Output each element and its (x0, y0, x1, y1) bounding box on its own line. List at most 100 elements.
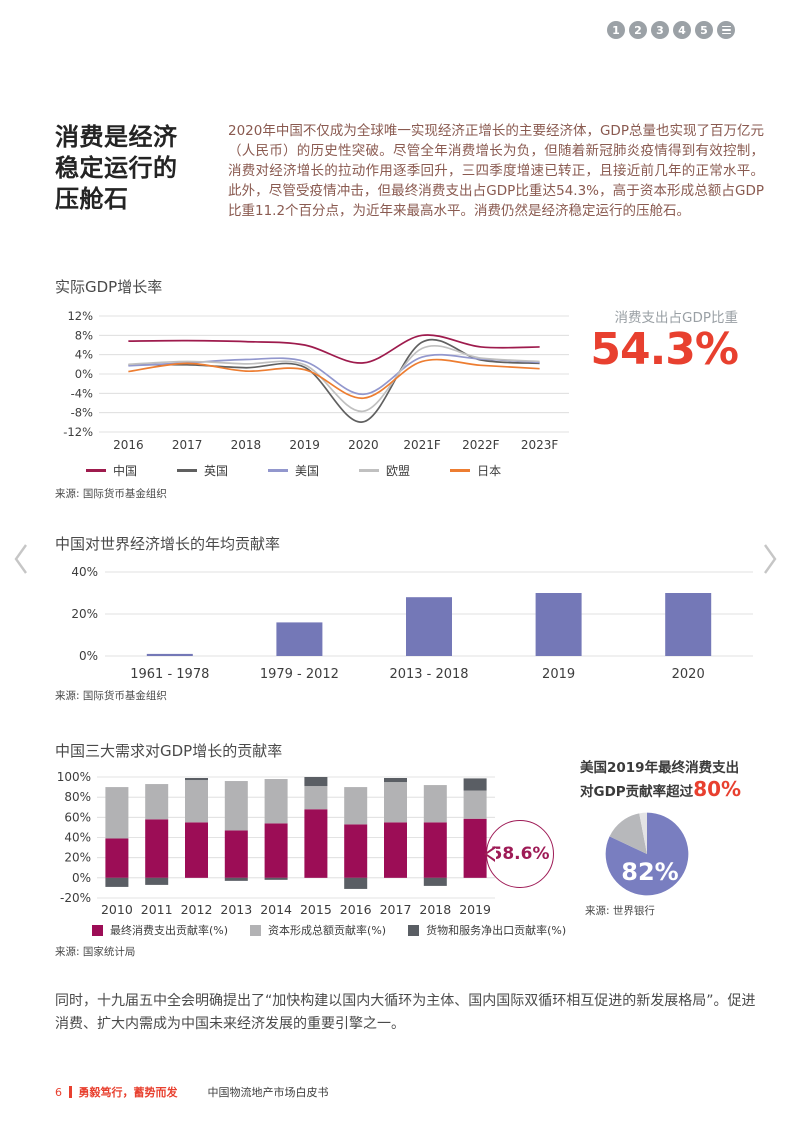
legend-swatch (250, 924, 262, 936)
svg-text:2019: 2019 (289, 438, 320, 452)
legend-item: 英国 (177, 462, 228, 479)
highlight-label: 消费支出占GDP比重 (614, 310, 739, 326)
page-title: 消费是经济稳定运行的压舱石 (55, 123, 178, 213)
svg-text:1979 - 2012: 1979 - 2012 (260, 667, 339, 682)
legend-label: 英国 (204, 464, 229, 478)
legend-swatch (86, 469, 106, 472)
svg-text:1961 - 1978: 1961 - 1978 (130, 667, 209, 682)
menu-button[interactable] (717, 21, 735, 39)
intro-paragraph: 2020年中国不仅成为全球唯一实现经济正增长的主要经济体，GDP总量也实现了百万… (228, 123, 764, 219)
svg-text:20%: 20% (71, 607, 98, 621)
us-note-emphasis: 80% (693, 777, 742, 801)
pagination: 1 2 3 4 5 (607, 21, 735, 39)
legend-label: 资本形成总额贡献率(%) (268, 924, 387, 937)
gdp-line-chart-title: 实际GDP增长率 (55, 278, 163, 296)
svg-text:0%: 0% (79, 649, 98, 663)
footer-slogan: 勇毅笃行，蓄势而发 (78, 1086, 178, 1099)
legend-label: 日本 (477, 464, 502, 478)
legend-item: 资本形成总额贡献率(%) (250, 922, 386, 938)
svg-text:2013 - 2018: 2013 - 2018 (389, 667, 468, 682)
hamburger-icon (721, 25, 731, 28)
page-dot-1[interactable]: 1 (607, 21, 625, 39)
svg-text:40%: 40% (71, 565, 98, 579)
svg-text:2019: 2019 (459, 902, 491, 917)
page-dot-2[interactable]: 2 (629, 21, 647, 39)
svg-text:2020: 2020 (348, 438, 379, 452)
us-consumption-note: 美国2019年最终消费支出 对GDP贡献率超过80% (580, 758, 780, 803)
page-dot-5[interactable]: 5 (695, 21, 713, 39)
svg-text:0%: 0% (75, 367, 93, 381)
svg-text:2011: 2011 (141, 902, 173, 917)
gdp-line-chart-source: 来源: 国际货币基金组织 (55, 488, 167, 500)
world-contribution-chart-title: 中国对世界经济增长的年均贡献率 (55, 535, 281, 553)
world-contribution-chart: 40% 20% 0% 1961 - 1978 1979 - 2012 2013 - 201… (71, 565, 753, 682)
legend-swatch (268, 469, 289, 472)
svg-text:2016: 2016 (113, 438, 144, 452)
svg-text:20%: 20% (64, 851, 91, 865)
svg-text:2010: 2010 (101, 902, 133, 917)
svg-text:-12%: -12% (63, 425, 93, 439)
svg-text:0%: 0% (72, 871, 91, 885)
highlight-value: 54.3% (590, 324, 739, 375)
us-note-line2: 对GDP贡献率超过80% (580, 777, 742, 801)
page-number: 6 (55, 1085, 62, 1099)
us-consumption-pie-chart (605, 812, 689, 896)
world-contribution-chart-source: 来源: 国际货币基金组织 (55, 690, 167, 702)
svg-text:-20%: -20% (60, 891, 91, 905)
legend-item: 日本 (450, 462, 501, 479)
page-dot-3[interactable]: 3 (651, 21, 669, 39)
gdp-line-chart-legend: 中国 英国 美国 欧盟 日本 (86, 462, 501, 479)
svg-text:2021F: 2021F (403, 438, 441, 452)
pie-slice-label: 82% (621, 858, 679, 886)
svg-text:-8%: -8% (71, 406, 93, 420)
legend-item: 中国 (86, 462, 137, 479)
legend-swatch (450, 469, 471, 472)
page-dot-4[interactable]: 4 (673, 21, 691, 39)
svg-text:12%: 12% (67, 309, 93, 323)
svg-text:-4%: -4% (71, 386, 93, 400)
document-title: 中国物流地产市场白皮书 (207, 1086, 329, 1099)
footer-divider (69, 1086, 72, 1098)
three-demands-chart: 100% 80% 60% 40% 20% 0% -20% 2010 2011 2012 2013 20… (57, 770, 495, 917)
prev-page-arrow[interactable] (12, 542, 30, 576)
three-demands-chart-title: 中国三大需求对GDP增长的贡献率 (55, 742, 283, 760)
svg-text:80%: 80% (64, 790, 91, 804)
legend-swatch (92, 924, 103, 936)
legend-label: 最终消费支出贡献率(%) (110, 924, 229, 937)
svg-text:2016: 2016 (340, 902, 372, 917)
us-note-line1: 美国2019年最终消费支出 (580, 760, 740, 776)
page-footer: 6 勇毅笃行，蓄势而发 中国物流地产市场白皮书 (55, 1084, 329, 1100)
legend-swatch (177, 469, 198, 472)
svg-text:2017: 2017 (380, 902, 412, 917)
svg-text:4%: 4% (75, 348, 93, 362)
svg-text:2023F: 2023F (521, 438, 559, 452)
legend-item: 欧盟 (359, 462, 410, 479)
legend-label: 中国 (113, 464, 138, 478)
pie-chart-source: 来源: 世界银行 (585, 905, 655, 917)
svg-text:2013: 2013 (220, 902, 252, 917)
svg-text:2015: 2015 (300, 902, 332, 917)
svg-text:40%: 40% (64, 831, 91, 845)
consumption-share-highlight: 消费支出占GDP比重 54.3% (560, 306, 739, 375)
svg-text:2018: 2018 (419, 902, 451, 917)
consumption-callout-bubble: 58.6% (484, 820, 554, 888)
legend-label: 欧盟 (386, 464, 411, 478)
svg-text:2017: 2017 (172, 438, 203, 452)
closing-paragraph: 同时，十九届五中全会明确提出了“加快构建以国内大循环为主体、国内国际双循环相互促… (55, 993, 756, 1032)
legend-label: 美国 (295, 464, 320, 478)
legend-label: 货物和服务净出口贡献率(%) (426, 924, 567, 937)
legend-swatch (408, 924, 420, 936)
svg-text:2022F: 2022F (462, 438, 500, 452)
gdp-line-chart: 12% 8% 4% 0% -4% -8% -12% 2016 2017 2018 2019 2020 2… (63, 309, 569, 452)
svg-text:8%: 8% (75, 328, 93, 342)
legend-item: 美国 (268, 462, 319, 479)
svg-text:2020: 2020 (672, 667, 705, 682)
svg-text:60%: 60% (64, 810, 91, 824)
svg-text:2018: 2018 (231, 438, 262, 452)
next-page-arrow[interactable] (761, 542, 779, 576)
svg-text:2014: 2014 (260, 902, 292, 917)
legend-swatch (359, 469, 380, 472)
svg-text:100%: 100% (57, 770, 91, 784)
svg-text:2019: 2019 (542, 667, 575, 682)
